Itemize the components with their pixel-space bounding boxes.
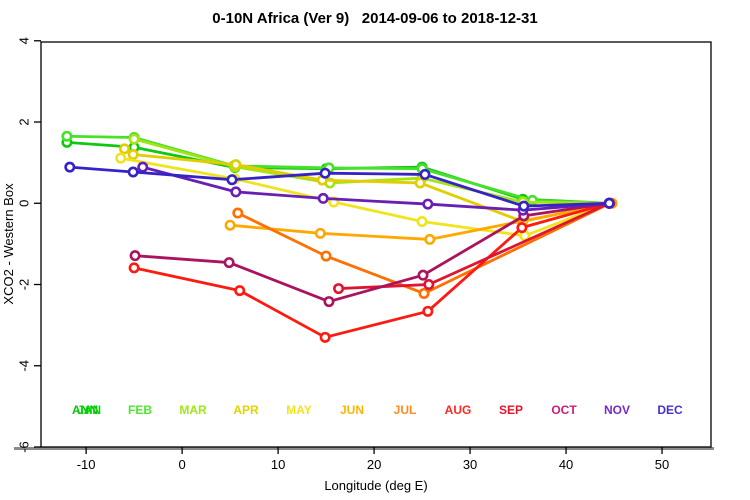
legend-label-JAN: JAN [77,403,101,417]
data-point [320,250,332,262]
series-AUG [128,197,615,343]
data-point [424,233,436,245]
data-point [317,192,329,204]
data-point [127,149,139,161]
series-line [236,201,612,295]
series-line [119,156,611,238]
x-tick-label: -10 [77,457,96,472]
data-point [603,197,615,209]
legend-label-AUG: AUG [445,403,472,417]
x-axis-label: Longitude (deg E) [324,478,427,493]
x-tick-label: 30 [463,457,477,472]
data-point [417,269,429,281]
legend-label-NOV: NOV [604,403,630,417]
data-point [61,130,73,142]
series-line [141,165,611,212]
data-point [224,219,236,231]
y-tick-label: 0 [16,200,31,207]
data-point [128,133,140,145]
series-MAR [128,133,615,209]
y-tick-label: -6 [16,441,31,453]
data-point [128,262,140,274]
x-tick-label: 20 [367,457,381,472]
data-point [416,216,428,228]
data-point [115,152,127,164]
data-point [232,207,244,219]
data-point [119,143,131,155]
legend-label-JUN: JUN [340,403,364,417]
plot-box [40,41,712,448]
legend-label-DEC: DEC [657,403,683,417]
data-point [319,167,331,179]
data-point [423,279,435,291]
data-point [333,283,345,295]
data-point [234,285,246,297]
data-point [314,227,326,239]
data-point [137,161,149,173]
data-point [323,296,335,308]
series-line [228,201,614,241]
x-tick-label: 40 [559,457,573,472]
x-tick-label: 0 [178,457,185,472]
data-point [516,222,528,234]
data-point [226,174,238,186]
data-point [422,305,434,317]
x-tick-label: 10 [271,457,285,472]
series-line [133,201,611,303]
y-tick-label: -2 [16,279,31,291]
legend-label-OCT: OCT [551,403,577,417]
legend-label-APR: APR [233,403,259,417]
series-DEC [64,161,615,212]
axis-ticks: -10 0 10 20 30 40 50 -6 -4 -2 0 2 4 [16,37,669,472]
data-point [230,159,242,171]
y-tick-label: 2 [16,118,31,125]
data-point [419,168,431,180]
data-point [127,166,139,178]
series-line [132,137,611,205]
data-point [230,186,242,198]
legend-label-MAR: MAR [179,403,207,417]
legend-label-JUL: JUL [394,403,417,417]
legend-label-ANN: ANN [72,403,98,417]
x-tick-label: 50 [655,457,669,472]
y-tick-label: 4 [16,37,31,44]
y-tick-label: -4 [16,360,31,372]
legend-label-MAY: MAY [286,403,312,417]
series-OCT [129,197,615,308]
data-point [319,331,331,343]
data-point [129,250,141,262]
data-point [418,287,430,299]
legend-label-SEP: SEP [499,403,523,417]
data-point [518,200,530,212]
data-point [414,177,426,189]
data-point [64,161,76,173]
data-point [422,198,434,210]
chart-title: 0-10N Africa (Ver 9) 2014-09-06 to 2018-… [212,10,538,27]
y-axis-label: XCO2 - Western Box [1,183,16,305]
data-point [223,257,235,269]
data-series [61,130,618,343]
series-line [132,201,611,339]
legend-label-FEB: FEB [128,403,152,417]
